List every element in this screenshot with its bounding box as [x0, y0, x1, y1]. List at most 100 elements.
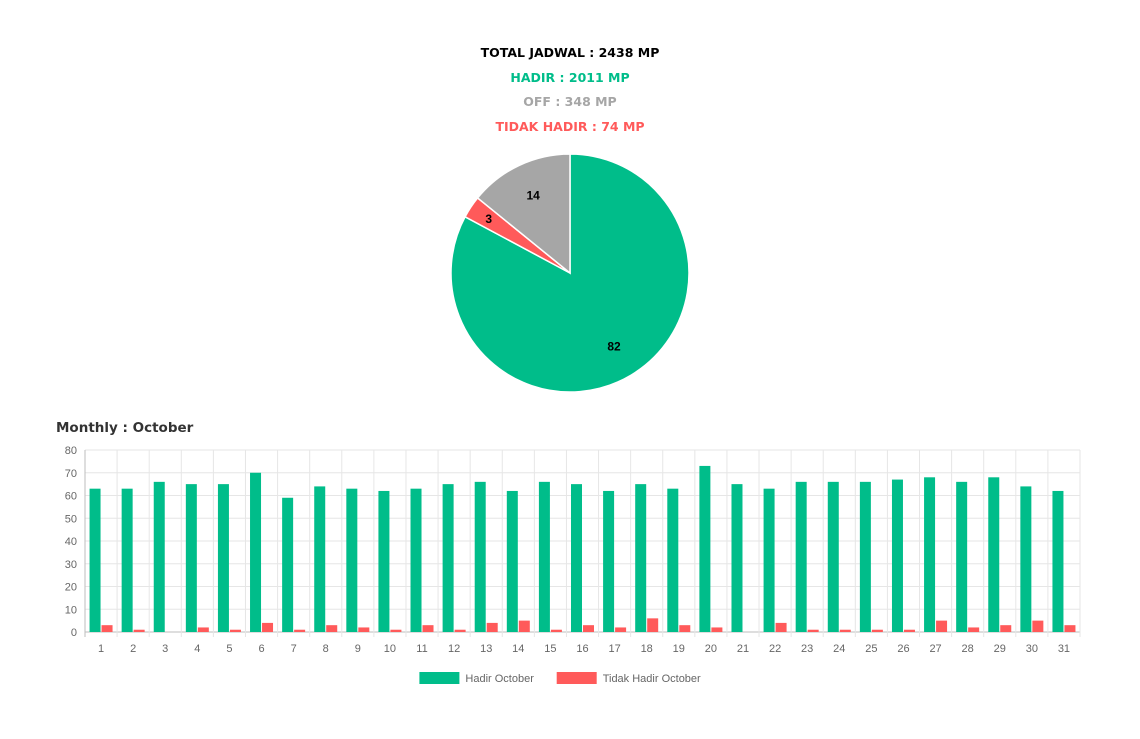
x-tick-label: 16 — [576, 643, 588, 655]
bar-tidak-hadir-11[interactable] — [422, 625, 434, 632]
bar-hadir-24[interactable] — [827, 481, 839, 632]
bar-tidak-hadir-6[interactable] — [262, 622, 274, 632]
x-tick-label: 29 — [994, 643, 1006, 655]
x-tick-label: 2 — [130, 643, 136, 655]
pie-label-0: 82 — [607, 340, 621, 354]
bar-tidak-hadir-12[interactable] — [454, 629, 466, 632]
bar-hadir-10[interactable] — [378, 490, 390, 632]
x-tick-label: 24 — [833, 643, 845, 655]
x-tick-label: 30 — [1026, 643, 1038, 655]
bar-hadir-14[interactable] — [506, 490, 518, 632]
bar-tidak-hadir-30[interactable] — [1032, 620, 1044, 632]
bar-hadir-4[interactable] — [185, 484, 197, 632]
bar-tidak-hadir-14[interactable] — [518, 620, 530, 632]
bar-tidak-hadir-16[interactable] — [583, 625, 594, 632]
x-tick-label: 21 — [737, 643, 749, 655]
bar-tidak-hadir-15[interactable] — [550, 629, 562, 632]
bar-hadir-17[interactable] — [603, 490, 615, 632]
bar-tidak-hadir-25[interactable] — [871, 629, 883, 632]
bar-hadir-9[interactable] — [346, 488, 358, 632]
x-tick-label: 12 — [448, 643, 460, 655]
bar-tidak-hadir-10[interactable] — [390, 629, 402, 632]
x-tick-label: 3 — [162, 643, 168, 655]
bar-hadir-27[interactable] — [924, 477, 936, 632]
bar-tidak-hadir-4[interactable] — [197, 627, 209, 632]
bar-tidak-hadir-31[interactable] — [1064, 625, 1076, 632]
bar-hadir-25[interactable] — [859, 481, 871, 632]
bar-hadir-19[interactable] — [667, 488, 679, 632]
bar-tidak-hadir-23[interactable] — [807, 629, 819, 632]
x-tick-label: 15 — [544, 643, 556, 655]
bar-tidak-hadir-2[interactable] — [133, 629, 145, 632]
legend-label-0[interactable]: Hadir October — [465, 673, 534, 685]
bar-hadir-29[interactable] — [988, 477, 1000, 632]
bar-tidak-hadir-8[interactable] — [326, 625, 338, 632]
x-tick-label: 28 — [962, 643, 974, 655]
y-tick-label: 50 — [65, 513, 77, 525]
bar-tidak-hadir-13[interactable] — [486, 622, 498, 632]
bar-tidak-hadir-5[interactable] — [229, 629, 241, 632]
x-tick-label: 10 — [384, 643, 396, 655]
bar-hadir-16[interactable] — [571, 484, 582, 632]
bar-hadir-26[interactable] — [891, 479, 903, 632]
y-tick-label: 10 — [65, 604, 77, 616]
bar-tidak-hadir-22[interactable] — [775, 622, 787, 632]
legend-swatch-1[interactable] — [556, 672, 597, 684]
bar-hadir-28[interactable] — [956, 481, 968, 632]
bar-hadir-20[interactable] — [699, 465, 711, 632]
bar-hadir-23[interactable] — [795, 481, 807, 632]
y-tick-label: 70 — [65, 468, 77, 480]
attendance-pie-chart: 82 3 14 — [450, 153, 690, 393]
y-tick-label: 30 — [65, 559, 77, 571]
pie-slice-2[interactable] — [476, 153, 571, 275]
bar-hadir-22[interactable] — [763, 488, 775, 632]
bar-hadir-1[interactable] — [89, 488, 101, 632]
bar-tidak-hadir-20[interactable] — [711, 627, 723, 632]
x-tick-label: 31 — [1058, 643, 1070, 655]
bar-hadir-18[interactable] — [635, 484, 647, 632]
bar-tidak-hadir-28[interactable] — [968, 627, 980, 632]
bar-hadir-2[interactable] — [121, 488, 133, 632]
bar-tidak-hadir-19[interactable] — [679, 625, 691, 632]
bar-tidak-hadir-24[interactable] — [839, 629, 851, 632]
x-tick-label: 4 — [194, 643, 200, 655]
x-tick-label: 17 — [608, 643, 620, 655]
bar-hadir-31[interactable] — [1052, 490, 1064, 632]
x-tick-label: 9 — [355, 643, 361, 655]
bar-hadir-30[interactable] — [1020, 486, 1032, 632]
legend-swatch-0[interactable] — [419, 672, 460, 684]
y-tick-label: 0 — [71, 627, 77, 639]
bar-hadir-6[interactable] — [250, 472, 262, 632]
x-tick-label: 25 — [865, 643, 877, 655]
bar-hadir-5[interactable] — [217, 484, 229, 632]
bar-tidak-hadir-29[interactable] — [1000, 625, 1012, 632]
y-tick-label: 40 — [65, 536, 77, 548]
bar-tidak-hadir-26[interactable] — [903, 629, 915, 632]
x-tick-label: 18 — [641, 643, 653, 655]
bar-hadir-7[interactable] — [282, 497, 294, 632]
bar-hadir-15[interactable] — [538, 481, 550, 632]
bar-tidak-hadir-18[interactable] — [647, 618, 659, 632]
bar-hadir-21[interactable] — [731, 484, 743, 632]
bar-hadir-11[interactable] — [410, 488, 422, 632]
x-tick-label: 14 — [512, 643, 524, 655]
bar-hadir-13[interactable] — [474, 481, 486, 632]
x-tick-label: 20 — [705, 643, 717, 655]
x-tick-label: 11 — [416, 643, 427, 655]
bar-tidak-hadir-17[interactable] — [615, 627, 627, 632]
bar-tidak-hadir-9[interactable] — [358, 627, 370, 632]
summary-tidak-hadir: TIDAK HADIR : 74 MP — [495, 119, 645, 134]
legend-label-1[interactable]: Tidak Hadir October — [603, 673, 701, 685]
bar-hadir-8[interactable] — [314, 486, 326, 632]
bar-tidak-hadir-1[interactable] — [101, 625, 113, 632]
x-tick-label: 22 — [769, 643, 781, 655]
summary-total-jadwal: TOTAL JADWAL : 2438 MP — [480, 45, 660, 60]
bar-hadir-12[interactable] — [442, 484, 454, 632]
x-tick-label: 19 — [673, 643, 685, 655]
bar-hadir-3[interactable] — [153, 481, 165, 632]
bar-tidak-hadir-27[interactable] — [936, 620, 948, 632]
bar-tidak-hadir-7[interactable] — [294, 629, 306, 632]
summary-hadir: HADIR : 2011 MP — [510, 70, 630, 85]
x-tick-label: 7 — [291, 643, 297, 655]
x-tick-label: 23 — [801, 643, 813, 655]
